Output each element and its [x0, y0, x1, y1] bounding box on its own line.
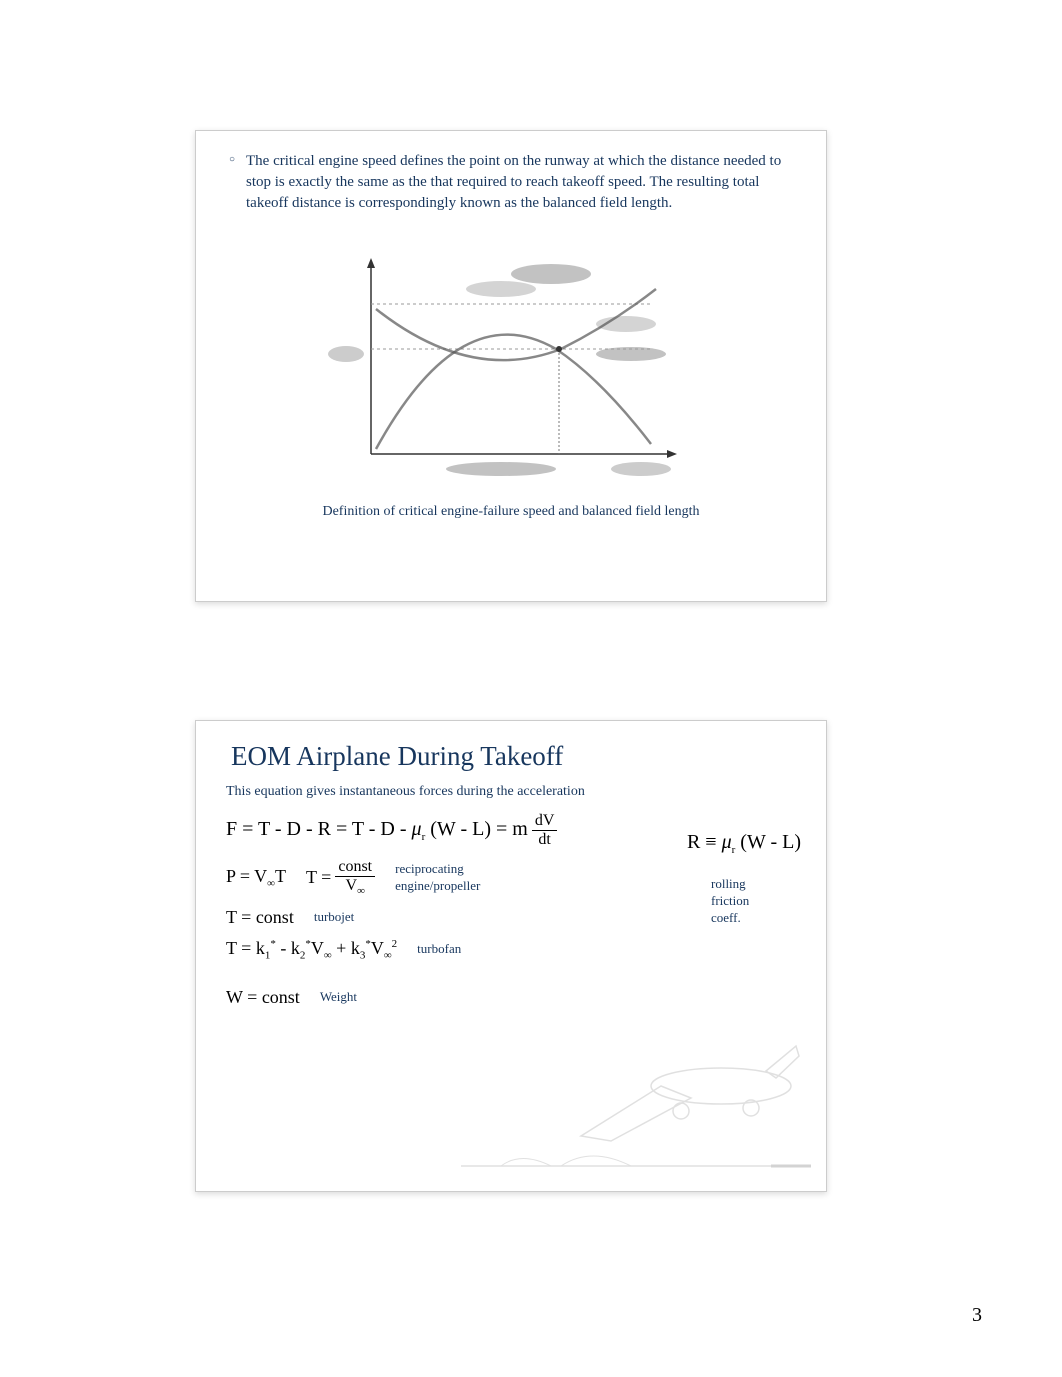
rolling-friction-label: rolling friction coeff.: [711, 876, 781, 927]
dvdt-fraction: dV dt: [532, 812, 558, 848]
side-eq: R ≡ μr (W - L): [687, 831, 801, 856]
diagram-svg: [301, 234, 721, 494]
eq-w-const: W = const: [226, 987, 300, 1008]
side-equation-block: R ≡ μr (W - L): [687, 831, 801, 856]
eq-t-const: T = const: [226, 907, 294, 928]
eq-t-const-over-v: T = const V∞: [306, 858, 375, 897]
page-number: 3: [972, 1304, 982, 1327]
eq-t-turbofan: T = k1* - k2*V∞ + k3*V∞2: [226, 938, 397, 962]
weight-label: Weight: [320, 989, 357, 1006]
reciprocating-label: reciprocating engine/propeller: [395, 861, 525, 895]
main-eq-lhs: F = T - D - R = T - D - μr (W - L) = m: [226, 818, 528, 843]
slide-title: EOM Airplane During Takeoff: [231, 741, 801, 772]
airplane-illustration: [461, 1016, 811, 1176]
slide-1: ○ The critical engine speed defines the …: [195, 130, 827, 602]
turbofan-label: turbofan: [417, 941, 461, 958]
slide-2: EOM Airplane During Takeoff This equatio…: [195, 720, 827, 1192]
bullet-text-content: The critical engine speed defines the po…: [246, 153, 781, 211]
eq-row-turbofan: T = k1* - k2*V∞ + k3*V∞2 turbofan: [226, 938, 801, 962]
diagram-caption: Definition of critical engine-failure sp…: [221, 504, 801, 520]
balanced-field-diagram: [301, 234, 721, 494]
bullet-marker-icon: ○: [229, 153, 235, 167]
turbojet-label: turbojet: [314, 909, 354, 926]
eq-p-vt: P = V∞T: [226, 866, 286, 890]
dvdt-num: dV: [532, 812, 558, 831]
bullet-paragraph: ○ The critical engine speed defines the …: [246, 151, 791, 214]
eq-row-weight: W = const Weight: [226, 987, 801, 1008]
dvdt-den: dt: [535, 831, 553, 849]
slide-subtitle: This equation gives instantaneous forces…: [226, 784, 801, 800]
